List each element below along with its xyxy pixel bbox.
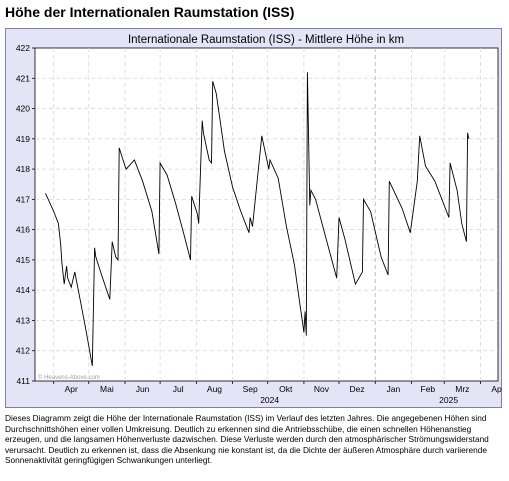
y-tick-label: 419 xyxy=(16,134,30,144)
plot-area xyxy=(34,47,499,382)
x-tick-label: Mai xyxy=(100,384,114,394)
x-tick-label: Okt xyxy=(279,384,293,394)
y-tick-label: 414 xyxy=(16,285,30,295)
x-tick-label: Mrz xyxy=(455,384,469,394)
series-line-altitude xyxy=(45,72,470,366)
watermark: © Heavens-Above.com xyxy=(38,374,100,381)
x-tick-labels: Apr Mai Jun Jul Aug Sep Okt Nov Dez Jan Feb Mrz Apr xyxy=(65,384,502,394)
year-label: 2025 xyxy=(439,395,458,405)
x-tick-label: Dez xyxy=(350,384,365,394)
chart-description: Dieses Diagramm zeigt die Höhe der Inter… xyxy=(5,413,489,466)
x-tick-label: Feb xyxy=(421,384,436,394)
y-tick-label: 422 xyxy=(16,43,30,53)
x-tick-label: Jul xyxy=(173,384,184,394)
x-tick-label: Nov xyxy=(314,384,330,394)
x-tick-label: Jun xyxy=(136,384,150,394)
chart-title: Internationale Raumstation (ISS) - Mittl… xyxy=(128,34,404,46)
y-tick-label: 413 xyxy=(16,315,30,325)
x-tick-label: Sep xyxy=(243,384,258,394)
y-tick-label: 420 xyxy=(16,104,30,114)
x-tick-label: Apr xyxy=(65,384,78,394)
x-tick-label: Jan xyxy=(386,384,400,394)
year-labels: 2024 2025 xyxy=(260,395,458,405)
altitude-chart: 411 412 413 414 415 416 417 418 419 420 421 422 Apr… xyxy=(5,28,502,408)
y-tick-label: 416 xyxy=(16,225,30,235)
y-tick-label: 421 xyxy=(16,73,30,83)
y-tick-label: 412 xyxy=(16,346,30,356)
x-tick-label: Apr xyxy=(491,384,502,394)
page-title: Höhe der Internationalen Raumstation (IS… xyxy=(5,4,295,20)
grid-lines xyxy=(32,47,498,384)
y-tick-label: 411 xyxy=(16,376,30,386)
chart-frame: 411 412 413 414 415 416 417 418 419 420 421 422 Apr… xyxy=(5,28,502,408)
y-tick-label: 418 xyxy=(16,164,30,174)
y-tick-label: 415 xyxy=(16,255,30,265)
y-tick-labels: 411 412 413 414 415 416 417 418 419 420 421 422 xyxy=(16,43,30,386)
x-tick-label: Aug xyxy=(207,384,222,394)
y-tick-label: 417 xyxy=(16,194,30,204)
year-label: 2024 xyxy=(260,395,279,405)
